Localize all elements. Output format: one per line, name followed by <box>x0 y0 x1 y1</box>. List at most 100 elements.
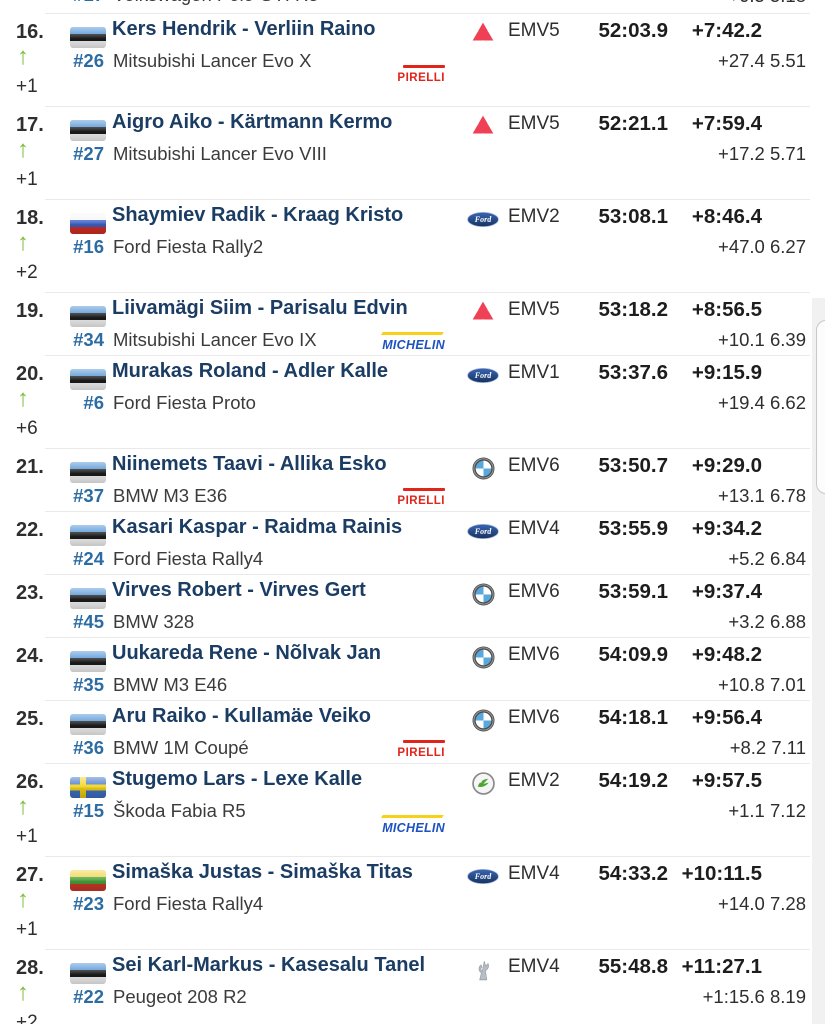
up-arrow-icon: ↑ <box>17 385 29 412</box>
gap-to-leader: +9:57.5 <box>691 769 762 792</box>
car-line: #16 Ford Fiesta Rally2 <box>0 236 263 258</box>
gap-to-leader: +9:29.0 <box>691 454 762 477</box>
flag-ee-icon <box>70 120 106 141</box>
car-number: #24 <box>73 548 104 569</box>
position-number: 26. <box>16 771 44 793</box>
skoda-logo-icon <box>471 772 495 795</box>
result-row[interactable]: 21. Niinemets Taavi - Allika Esko #37 BMW… <box>0 449 825 512</box>
result-row[interactable]: 26. ↑ +1 Stugemo Lars - Lexe Kalle #15 Šk… <box>0 764 825 857</box>
car-name: Mitsubishi Lancer Evo X <box>113 50 312 71</box>
gap-to-leader: +7:42.2 <box>691 19 762 42</box>
car-line: #37 BMW M3 E36 <box>0 485 227 507</box>
mitsubishi-logo <box>467 299 499 326</box>
class-label: EMV2 <box>508 206 560 227</box>
gap-to-leader: +9:34.2 <box>691 517 762 540</box>
result-row[interactable]: 19. Liivamägi Siim - Parisalu Edvin #34 M… <box>0 293 825 356</box>
flag-ee-icon <box>70 525 106 546</box>
position-change: +1 <box>16 919 38 940</box>
position-number: 20. <box>16 363 44 385</box>
class-label: EMV4 <box>508 956 560 977</box>
ford-logo: Ford <box>467 206 499 233</box>
stage-gap: +14.0 7.28 <box>718 893 806 914</box>
total-time: 53:50.7 <box>598 454 668 477</box>
position-change: +1 <box>16 169 38 190</box>
car-name: BMW 1M Coupé <box>113 737 249 758</box>
car-number: #34 <box>73 329 104 350</box>
mitsubishi-logo-icon <box>472 301 494 319</box>
up-arrow-icon: ↑ <box>17 43 29 70</box>
bmw-logo <box>467 455 499 482</box>
pirelli-logo: PIRELLI <box>300 64 445 86</box>
driver-names: Aigro Aiko - Kärtmann Kermo <box>112 111 393 133</box>
svg-text:Ford: Ford <box>474 527 492 536</box>
class-label: EMV2 <box>508 770 560 791</box>
result-row[interactable]: 25. Aru Raiko - Kullamäe Veiko #36 BMW 1M… <box>0 701 825 764</box>
class-label: EMV6 <box>508 455 560 476</box>
up-arrow-icon: ↑ <box>17 886 29 913</box>
position-change: +1 <box>16 826 38 847</box>
driver-names: Kasari Kaspar - Raidma Rainis <box>112 516 403 538</box>
car-name: Mitsubishi Lancer Evo VIII <box>113 143 327 164</box>
total-time: 54:19.2 <box>598 769 668 792</box>
result-row-partial[interactable]: #17 Volkswagen Polo GTI R5 +0.5 5.18 <box>0 0 825 14</box>
class-label: EMV6 <box>508 581 560 602</box>
position-number: 27. <box>16 864 44 886</box>
total-time: 54:33.2 <box>598 862 668 885</box>
flag-ee-icon <box>70 651 106 672</box>
result-row[interactable]: 18. ↑ +2 Shaymiev Radik - Kraag Kristo #… <box>0 200 825 293</box>
result-row[interactable]: 22. Kasari Kaspar - Raidma Rainis #24 For… <box>0 512 825 575</box>
ford-logo: Ford <box>467 863 499 890</box>
gap-to-leader: +7:59.4 <box>691 112 762 135</box>
position-number: 19. <box>16 300 44 322</box>
car-number: #36 <box>73 737 104 758</box>
position-change: +2 <box>16 262 38 283</box>
result-row[interactable]: 24. Uukareda Rene - Nõlvak Jan #35 BMW M3… <box>0 638 825 701</box>
car-line: #45 BMW 328 <box>0 611 194 633</box>
class-label: EMV5 <box>508 113 560 134</box>
result-row[interactable]: 27. ↑ +1 Simaška Justas - Simaška Titas … <box>0 857 825 950</box>
gap-to-leader: +8:46.4 <box>691 205 762 228</box>
car-number: #26 <box>73 50 104 71</box>
ford-logo: Ford <box>467 362 499 389</box>
michelin-logo: MICHELIN <box>381 331 445 354</box>
bmw-logo <box>467 644 499 671</box>
stage-gap: +10.8 7.01 <box>718 674 806 695</box>
car-name: Mitsubishi Lancer Evo IX <box>113 329 317 350</box>
result-row[interactable]: 16. ↑ +1 Kers Hendrik - Verliin Raino #2… <box>0 14 825 107</box>
result-row[interactable]: 17. ↑ +1 Aigro Aiko - Kärtmann Kermo #27… <box>0 107 825 200</box>
flag-ru-icon <box>70 213 106 234</box>
total-time: 53:08.1 <box>598 205 668 228</box>
class-label: EMV5 <box>508 299 560 320</box>
gap-to-leader: +9:48.2 <box>691 643 762 666</box>
stage-gap: +47.0 6.27 <box>718 236 806 257</box>
position-change: +2 <box>16 1012 38 1024</box>
result-row[interactable]: 23. Virves Robert - Virves Gert #45 BMW 3… <box>0 575 825 638</box>
class-label: EMV6 <box>508 644 560 665</box>
driver-names: Kers Hendrik - Verliin Raino <box>112 18 376 40</box>
car-name: Peugeot 208 R2 <box>113 986 247 1007</box>
ford-logo-icon: Ford <box>467 368 499 383</box>
svg-text:Ford: Ford <box>474 215 492 224</box>
result-row[interactable]: 28. ↑ +2 Sei Karl-Markus - Kasesalu Tane… <box>0 950 825 1024</box>
car-number: #37 <box>73 485 104 506</box>
total-time: 53:37.6 <box>598 361 668 384</box>
stage-gap: +8.2 7.11 <box>729 737 806 758</box>
svg-text:Ford: Ford <box>474 872 492 881</box>
driver-names: Shaymiev Radik - Kraag Kristo <box>112 204 404 226</box>
car-line: #24 Ford Fiesta Rally4 <box>0 548 263 570</box>
position-number: 24. <box>16 645 44 667</box>
peugeot-logo <box>467 956 499 983</box>
driver-names: Liivamägi Siim - Parisalu Edvin <box>112 297 408 319</box>
car-line: #35 BMW M3 E46 <box>0 674 227 696</box>
total-time: 52:21.1 <box>598 112 668 135</box>
floating-panel[interactable] <box>816 320 825 494</box>
result-row[interactable]: 20. ↑ +6 Murakas Roland - Adler Kalle #6… <box>0 356 825 449</box>
flag-ee-icon <box>70 27 106 48</box>
total-time: 54:18.1 <box>598 706 668 729</box>
car-line: #23 Ford Fiesta Rally4 <box>0 893 263 915</box>
flag-ee-icon <box>70 462 106 483</box>
stage-gap: +17.2 5.71 <box>718 143 806 164</box>
flag-ee-icon <box>70 369 106 390</box>
class-label: EMV1 <box>508 362 560 383</box>
